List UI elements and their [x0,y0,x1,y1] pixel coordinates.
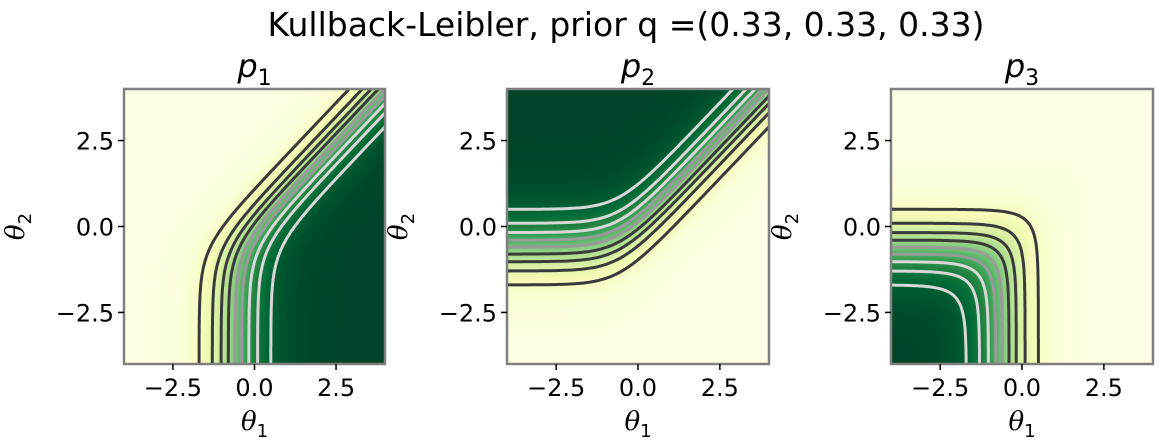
contour-line [219,89,373,364]
contour-line [891,231,1018,364]
x-tick-label: 2.5 [701,374,739,402]
contour-line [507,89,769,249]
y-tick-label: 0.0 [843,214,881,242]
contour-line [891,269,982,364]
panel-title: p3 [1004,47,1039,91]
x-tick-label: −2.5 [911,374,969,402]
figure-suptitle: Kullback-Leibler, prior q =(0.33, 0.33, … [268,5,985,44]
y-axis-label: θ2 [1,213,36,240]
contour-line [269,125,385,364]
x-tick-label: −2.5 [527,374,585,402]
x-tick-label: −2.5 [144,374,202,402]
contour-line [891,260,990,364]
contour-line [891,245,1004,364]
x-axis-label: θ1 [1008,407,1035,442]
contours-p3 [891,207,1040,364]
contour-line [226,89,380,364]
contours-p1 [197,89,385,364]
y-axis-label: θ2 [768,213,803,240]
contour-line [507,89,764,242]
panel-title: p1 [236,47,271,91]
y-tick-label: −2.5 [823,299,881,327]
y-tick-label: 0.0 [76,214,114,242]
x-tick-label: 2.5 [317,374,355,402]
contour-line [891,207,1040,364]
contour-line [197,89,351,364]
contour-line [210,89,364,364]
y-tick-label: −2.5 [56,299,114,327]
panel-p1: −2.5 0.0 2.5 −2.5 0.0 2.5 p1 θ1 θ2 [1,47,387,442]
contour-line [891,252,998,364]
x-axis-label: θ1 [624,407,651,442]
contour-line [891,283,968,364]
contour-line [507,102,769,264]
contour-line [233,89,385,364]
x-tick-label: 0.0 [235,374,273,402]
x-tick-label: 2.5 [1085,374,1123,402]
panel-title: p2 [620,47,655,91]
panel-p3: −2.5 0.0 2.5 −2.5 0.0 2.5 p3 θ1 θ2 [768,47,1155,442]
y-axis-label: θ2 [384,213,419,240]
y-tick-label: −2.5 [439,299,497,327]
contour-line [507,89,748,225]
contour-line [507,89,757,234]
x-tick-label: 0.0 [619,374,657,402]
x-tick-label: 0.0 [1003,374,1041,402]
heatmap-p3 [891,89,1153,364]
contour-line [240,94,385,364]
contour-line [891,221,1027,364]
contour-line [507,89,735,211]
contour-line [507,125,769,287]
contour-line [507,111,769,273]
contour-line [247,102,385,364]
contour-line [256,111,385,364]
y-tick-label: 0.0 [459,214,497,242]
panel-p2: −2.5 0.0 2.5 −2.5 0.0 2.5 p2 θ1 θ2 [384,47,771,442]
contour-line [507,94,769,256]
contour-line [891,238,1011,364]
x-axis-label: θ1 [241,407,268,442]
contours-p2 [507,89,769,287]
y-tick-label: 2.5 [459,128,497,156]
y-tick-label: 2.5 [76,128,114,156]
y-tick-label: 2.5 [843,128,881,156]
